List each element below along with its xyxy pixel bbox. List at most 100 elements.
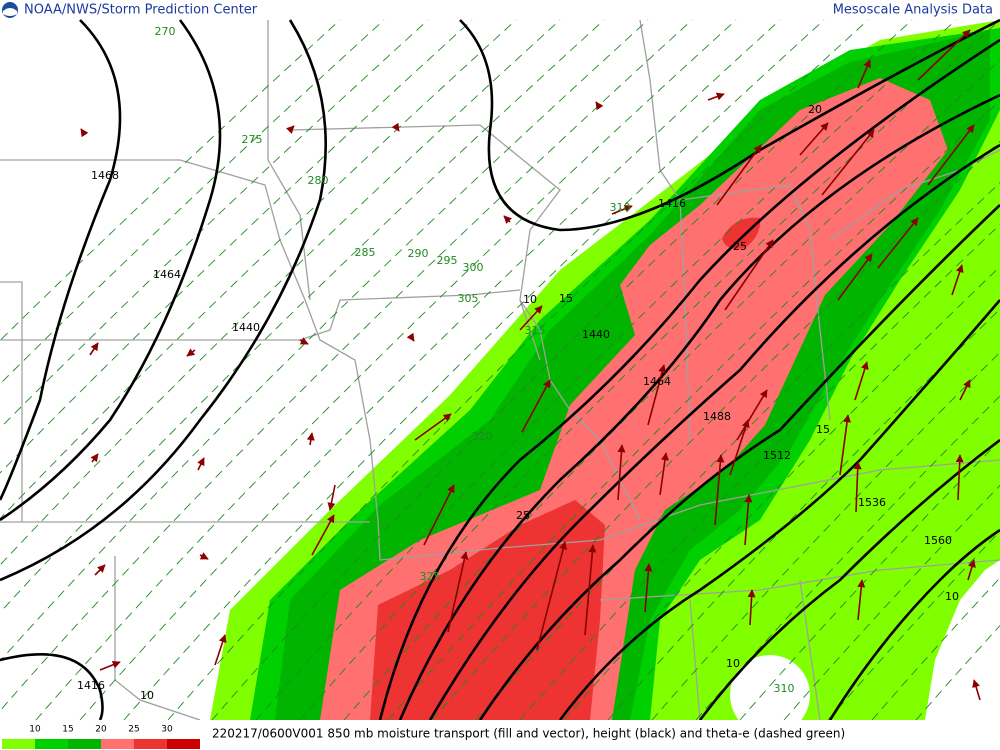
vector (584, 544, 597, 636)
vector (967, 559, 976, 581)
height-label: 1488 (703, 410, 731, 423)
theta-e-contour (783, 484, 1000, 721)
vector (391, 122, 400, 132)
vector (186, 348, 196, 357)
vector (327, 484, 336, 511)
theta-e-contour (915, 624, 1000, 721)
vector (306, 432, 315, 446)
vector (647, 364, 667, 426)
vector (747, 589, 756, 626)
moisture-label: 25 (733, 240, 747, 253)
moisture-label: 15 (816, 423, 830, 436)
theta-e-contour (0, 19, 693, 712)
vector (94, 564, 106, 576)
vector (99, 660, 121, 671)
height-label: 1512 (763, 449, 791, 462)
theta-e-contour (35, 19, 737, 721)
vector (799, 122, 829, 156)
vector (414, 413, 452, 441)
theta-e-contour (123, 19, 825, 721)
vector (955, 454, 964, 501)
vector (521, 379, 551, 433)
vector (736, 389, 768, 441)
vector (744, 494, 753, 546)
fill-band (722, 217, 761, 249)
legend-swatch (134, 739, 167, 749)
vector (853, 461, 862, 513)
theta-e-contour (387, 100, 1000, 721)
height-label: 1468 (91, 169, 119, 182)
vector (716, 144, 762, 206)
height-contour (398, 93, 1000, 721)
theta-e-contours (0, 19, 1000, 721)
height-contour (478, 204, 1000, 721)
vector (951, 264, 964, 296)
theta-e-label: 325 (420, 570, 441, 583)
legend-label: 15 (62, 725, 73, 735)
vector (447, 551, 469, 633)
vector (536, 541, 568, 651)
legend-label: 30 (161, 725, 173, 735)
theta-e-contour (827, 530, 1000, 721)
theta-e-contour (211, 19, 913, 721)
vector (839, 414, 852, 476)
fill-gap (730, 655, 810, 735)
moisture-label: 15 (559, 292, 573, 305)
border (799, 579, 821, 721)
vector (199, 552, 209, 560)
transport-vectors (80, 29, 981, 701)
theta-e-label: 275 (242, 133, 263, 146)
vector (707, 92, 725, 101)
header-bar (0, 0, 1000, 19)
legend: 10 15 20 25 30 (2, 725, 200, 749)
height-label: 1464 (643, 375, 671, 388)
height-contour (0, 19, 222, 522)
vector (729, 419, 750, 476)
border (114, 556, 201, 721)
theta-e-contour (79, 19, 781, 721)
vector (724, 239, 774, 311)
contour-labels: 1468 1464 1440 1416 1440 1464 1488 1512 1536 1560… (77, 25, 959, 702)
height-label: 1464 (153, 268, 181, 281)
theta-e-label: 315 (525, 324, 546, 337)
theta-e-contour (871, 577, 1000, 721)
legend-swatch (35, 739, 68, 749)
height-label: 1416 (658, 197, 686, 210)
theta-e-contour (739, 439, 1000, 721)
theta-e-label: 290 (408, 247, 429, 260)
vector (406, 332, 415, 342)
vector (857, 579, 866, 621)
theta-e-contour (607, 308, 1000, 721)
fill-gap (925, 560, 1000, 720)
legend-label: 25 (128, 725, 139, 735)
vector (857, 59, 871, 89)
theta-e-contour (299, 19, 1000, 721)
vector (80, 128, 89, 138)
border (639, 19, 691, 441)
theta-e-contour (475, 182, 1000, 721)
theta-e-label: 295 (437, 254, 458, 267)
legend-label: 10 (29, 725, 41, 735)
theta-e-label: 270 (155, 25, 176, 38)
moisture-label: 25 (516, 509, 530, 522)
height-contour (459, 18, 1000, 232)
height-contour (0, 653, 104, 721)
border (679, 184, 831, 421)
vector (311, 514, 335, 556)
height-label: 1416 (77, 679, 105, 692)
theta-e-contour (695, 395, 1000, 721)
height-label: 1536 (858, 496, 886, 509)
vector (877, 217, 919, 269)
height-contour (828, 528, 1000, 721)
vector (90, 453, 99, 463)
legend-swatch (101, 739, 134, 749)
vector (89, 342, 99, 356)
vector (503, 215, 512, 224)
moisture-label: 10 (726, 657, 740, 670)
moisture-label: 10 (945, 590, 959, 603)
theta-e-contour (651, 351, 1000, 721)
theta-e-contour (519, 223, 1000, 721)
header-left: NOAA/NWS/Storm Prediction Center (24, 3, 258, 18)
vector (611, 204, 633, 215)
